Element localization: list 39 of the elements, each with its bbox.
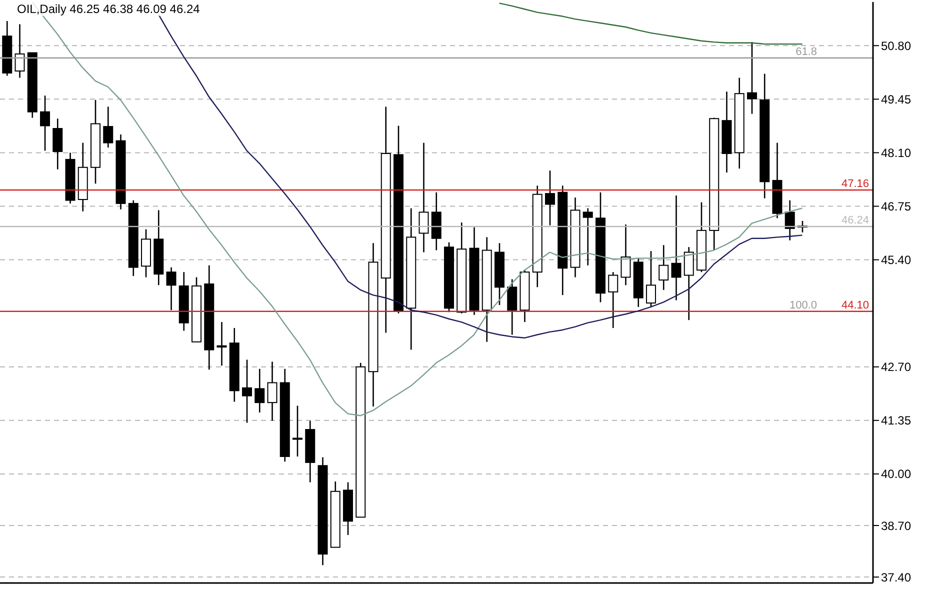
y-tick-label: 46.75 (881, 200, 912, 214)
candlestick (216, 321, 227, 366)
candlestick (254, 368, 265, 414)
annotation: 61.8 (796, 46, 817, 58)
candlestick (746, 41, 757, 114)
y-tick-label: 50.80 (881, 38, 912, 53)
y-tick-label: 45.40 (881, 253, 912, 268)
ref-line-label: 46.24 (841, 214, 869, 226)
candlestick (242, 359, 252, 424)
chart-title: OIL,Daily 46.25 46.38 46.09 46.24 (14, 2, 203, 16)
y-tick-label: 40.00 (881, 467, 912, 482)
candlestick (52, 118, 63, 170)
candlestick (646, 250, 656, 308)
y-tick-label: 38.70 (881, 518, 912, 533)
candlestick (544, 170, 555, 226)
candlestick (582, 208, 593, 266)
candlestick (292, 405, 302, 458)
candlestick (103, 106, 114, 148)
y-tick-label: 42.70 (881, 360, 912, 374)
y-tick-label: 37.40 (881, 570, 912, 584)
ref-line-label: 44.10 (841, 299, 869, 312)
candlestick (166, 266, 176, 311)
candlestick (658, 244, 669, 291)
y-tick-label: 41.35 (881, 414, 912, 428)
candlestick (14, 24, 25, 78)
candlestick (608, 271, 618, 329)
candlestick (620, 224, 631, 286)
ref-line-label: 47.16 (841, 178, 869, 190)
candlestick (40, 94, 50, 152)
candlestick (784, 200, 795, 241)
line-series (498, 2, 803, 45)
candlestick (671, 194, 682, 301)
y-tick-label: 48.10 (881, 146, 912, 160)
candlestick (418, 142, 429, 253)
candlestick (684, 246, 694, 321)
annotation: 100.0 (789, 299, 817, 312)
candlestick (267, 361, 278, 422)
candlestick (507, 278, 518, 336)
y-tick-label: 49.45 (881, 92, 912, 106)
